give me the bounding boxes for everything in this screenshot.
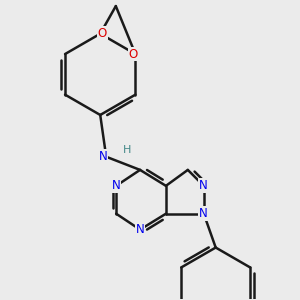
Text: N: N — [136, 223, 144, 236]
Text: O: O — [129, 47, 138, 61]
Text: H: H — [123, 145, 131, 154]
Text: O: O — [98, 27, 107, 40]
Text: N: N — [99, 150, 107, 163]
Text: N: N — [200, 207, 208, 220]
Text: N: N — [200, 179, 208, 192]
Text: N: N — [112, 179, 121, 192]
